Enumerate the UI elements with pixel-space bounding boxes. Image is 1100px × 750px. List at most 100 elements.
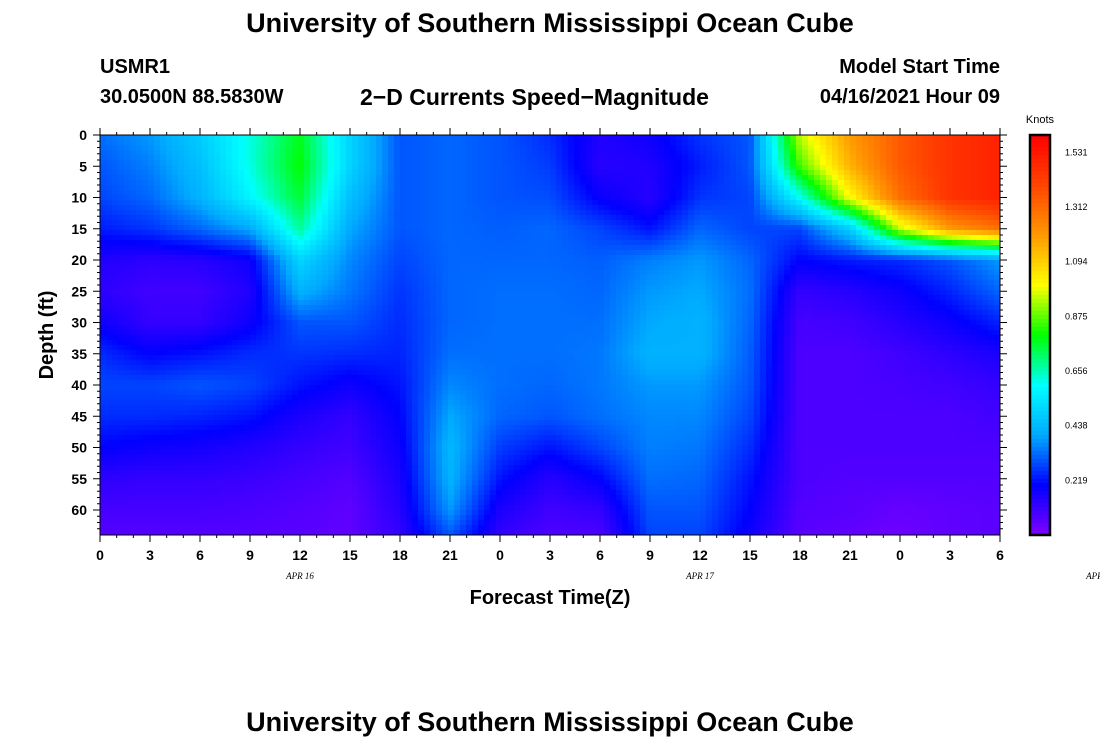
heatmap-cell bbox=[436, 165, 443, 171]
heatmap-cell bbox=[988, 295, 995, 301]
heatmap-cell bbox=[898, 210, 905, 216]
heatmap-cell bbox=[922, 145, 929, 151]
heatmap-cell bbox=[376, 225, 383, 231]
heatmap-cell bbox=[850, 185, 857, 191]
heatmap-cell bbox=[376, 180, 383, 186]
heatmap-cell bbox=[412, 240, 419, 246]
heatmap-cell bbox=[472, 175, 479, 181]
heatmap-cell bbox=[742, 170, 749, 176]
heatmap-cell bbox=[850, 290, 857, 296]
heatmap-cell bbox=[670, 280, 677, 286]
heatmap-cell bbox=[862, 230, 869, 236]
heatmap-cell bbox=[178, 200, 185, 206]
heatmap-cell bbox=[706, 175, 713, 181]
heatmap-cell bbox=[436, 155, 443, 161]
heatmap-cell bbox=[208, 225, 215, 231]
heatmap-cell bbox=[508, 165, 515, 171]
heatmap-cell bbox=[196, 225, 203, 231]
heatmap-cell bbox=[184, 190, 191, 196]
heatmap-cell bbox=[922, 270, 929, 276]
heatmap-cell bbox=[196, 270, 203, 276]
heatmap-cell bbox=[310, 250, 317, 256]
heatmap-cell bbox=[706, 295, 713, 301]
heatmap-cell bbox=[358, 250, 365, 256]
heatmap-cell bbox=[490, 210, 497, 216]
heatmap-cell bbox=[190, 265, 197, 271]
heatmap-cell bbox=[820, 160, 827, 166]
heatmap-cell bbox=[286, 255, 293, 261]
heatmap-cell bbox=[328, 170, 335, 176]
heatmap-cell bbox=[334, 255, 341, 261]
heatmap-cell bbox=[142, 295, 149, 301]
heatmap-cell bbox=[130, 175, 137, 181]
heatmap-cell bbox=[580, 155, 587, 161]
heatmap-cell bbox=[232, 230, 239, 236]
heatmap-cell bbox=[154, 160, 161, 166]
heatmap-cell bbox=[436, 220, 443, 226]
heatmap-cell bbox=[118, 240, 125, 246]
heatmap-cell bbox=[814, 295, 821, 301]
heatmap-cell bbox=[472, 245, 479, 251]
heatmap-cell bbox=[646, 270, 653, 276]
heatmap-cell bbox=[448, 150, 455, 156]
heatmap-cell bbox=[904, 145, 911, 151]
heatmap-cell bbox=[424, 215, 431, 221]
heatmap-cell bbox=[328, 215, 335, 221]
heatmap-cell bbox=[622, 135, 629, 141]
heatmap-cell bbox=[766, 280, 773, 286]
heatmap-cell bbox=[568, 275, 575, 281]
heatmap-cell bbox=[706, 285, 713, 291]
heatmap-cell bbox=[622, 185, 629, 191]
heatmap-cell bbox=[742, 145, 749, 151]
heatmap-cell bbox=[556, 235, 563, 241]
heatmap-cell bbox=[280, 210, 287, 216]
heatmap-cell bbox=[748, 255, 755, 261]
heatmap-cell bbox=[160, 155, 167, 161]
heatmap-cell bbox=[394, 280, 401, 286]
heatmap-cell bbox=[826, 235, 833, 241]
heatmap-cell bbox=[802, 155, 809, 161]
heatmap-cell bbox=[910, 140, 917, 146]
heatmap-cell bbox=[562, 135, 569, 141]
heatmap-cell bbox=[208, 250, 215, 256]
heatmap-cell bbox=[976, 270, 983, 276]
heatmap-cell bbox=[508, 285, 515, 291]
heatmap-cell bbox=[850, 150, 857, 156]
heatmap-cell bbox=[514, 270, 521, 276]
heatmap-cell bbox=[460, 200, 467, 206]
heatmap-cell bbox=[532, 170, 539, 176]
heatmap-cell bbox=[202, 215, 209, 221]
heatmap-cell bbox=[814, 205, 821, 211]
heatmap-cell bbox=[238, 255, 245, 261]
heatmap-cell bbox=[394, 275, 401, 281]
heatmap-cell bbox=[502, 240, 509, 246]
heatmap-cell bbox=[874, 200, 881, 206]
heatmap-cell bbox=[904, 280, 911, 286]
heatmap-cell bbox=[340, 295, 347, 301]
heatmap-cell bbox=[952, 150, 959, 156]
heatmap-cell bbox=[334, 250, 341, 256]
heatmap-cell bbox=[622, 195, 629, 201]
heatmap-cell bbox=[406, 165, 413, 171]
heatmap-cell bbox=[874, 250, 881, 256]
heatmap-cell bbox=[154, 280, 161, 286]
heatmap-cell bbox=[220, 140, 227, 146]
heatmap-cell bbox=[682, 180, 689, 186]
heatmap-cell bbox=[880, 250, 887, 256]
heatmap-cell bbox=[622, 175, 629, 181]
heatmap-cell bbox=[988, 210, 995, 216]
heatmap-cell bbox=[946, 155, 953, 161]
heatmap-cell bbox=[184, 200, 191, 206]
heatmap-cell bbox=[718, 180, 725, 186]
heatmap-cell bbox=[574, 270, 581, 276]
heatmap-cell bbox=[208, 295, 215, 301]
heatmap-cell bbox=[274, 135, 281, 141]
heatmap-cell bbox=[472, 195, 479, 201]
heatmap-cell bbox=[850, 295, 857, 301]
heatmap-cell bbox=[964, 285, 971, 291]
heatmap-cell bbox=[130, 180, 137, 186]
heatmap-cell bbox=[736, 165, 743, 171]
heatmap-cell bbox=[232, 290, 239, 296]
heatmap-cell bbox=[370, 210, 377, 216]
heatmap-cell bbox=[808, 275, 815, 281]
